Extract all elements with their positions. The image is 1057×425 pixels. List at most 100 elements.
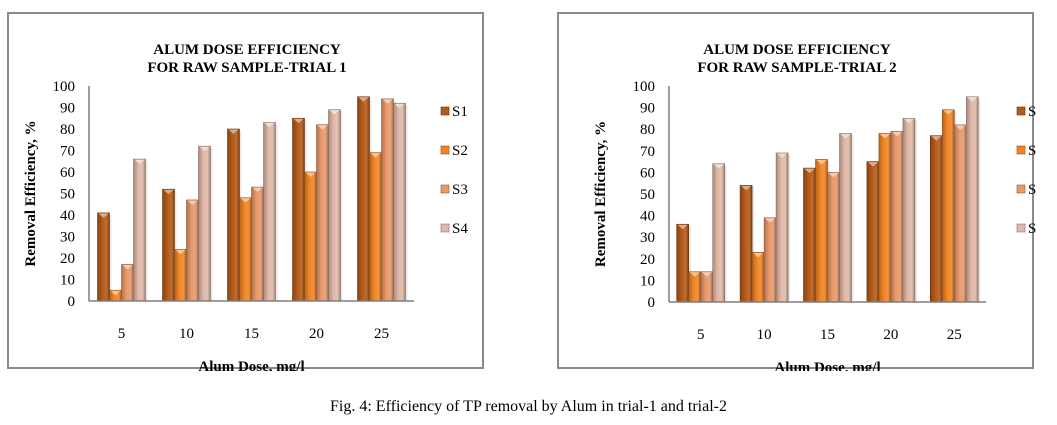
legend-label-s4: S4 (452, 221, 468, 237)
bar-s1-dose-10 (162, 188, 175, 302)
bar-top-s2 (816, 159, 827, 165)
bar-s2-dose-20 (304, 171, 317, 302)
bar-top-s3 (122, 264, 133, 270)
bar-top-s1 (228, 129, 239, 134)
chart-title: ALUM DOSE EFFICIENCY (153, 42, 341, 58)
bar-s4-dose-20 (328, 109, 341, 302)
bar-s3-dose-25 (953, 124, 967, 303)
y-tick-label: 90 (640, 101, 655, 117)
y-axis-label: Removal Efficiency, % (23, 120, 39, 266)
bar-s1-dose-15 (803, 167, 816, 303)
y-tick-label: 30 (640, 230, 655, 246)
y-tick-label: 100 (633, 79, 656, 95)
chart-title: ALUM DOSE EFFICIENCY (703, 42, 891, 58)
bar-top-s2 (175, 249, 186, 255)
bar-s2-dose-15 (239, 197, 252, 302)
y-tick-label: 80 (60, 122, 75, 138)
bar-top-s2 (753, 252, 764, 258)
y-tick-label: 0 (648, 295, 656, 311)
bar-s2-dose-25 (369, 152, 382, 302)
bar-top-s1 (163, 189, 174, 195)
bar-s2-dose-10 (751, 252, 765, 303)
bar-top-s1 (98, 213, 109, 218)
bar-top-s1 (677, 224, 688, 230)
bar-s1-dose-20 (866, 161, 880, 303)
bar-s1-dose-25 (929, 135, 943, 303)
bar-top-s2 (240, 198, 251, 203)
y-axis-label: Removal Efficiency, % (593, 121, 609, 267)
y-tick-label: 0 (68, 294, 76, 310)
x-axis-label: Alum Dose, mg/l (774, 360, 880, 371)
x-tick-label: 20 (883, 327, 898, 343)
bar-top-s3 (187, 200, 198, 205)
bar-top-s3 (828, 172, 839, 178)
y-tick-label: 100 (53, 79, 76, 95)
bar-top-s3 (891, 131, 902, 137)
bar-s4-dose-10 (775, 152, 789, 303)
figure-caption: Fig. 4: Efficiency of TP removal by Alum… (330, 398, 727, 415)
bar-top-s3 (955, 125, 966, 130)
bar-top-s3 (382, 99, 393, 104)
bar-top-s4 (777, 153, 788, 158)
bar-s4-dose-15 (263, 122, 276, 302)
bar-s1-dose-15 (227, 128, 240, 302)
legend-swatch-s3 (1016, 184, 1026, 194)
bar-top-s2 (110, 290, 121, 296)
y-tick-label: 40 (60, 208, 75, 224)
legend-swatch-s3 (440, 184, 450, 194)
bar-top-s3 (317, 125, 328, 130)
bar-top-s2 (689, 272, 700, 277)
y-tick-label: 30 (60, 230, 75, 246)
legend-label-s3: S3 (452, 182, 468, 198)
x-tick-label: 25 (374, 326, 389, 342)
bar-s3-dose-20 (890, 131, 904, 303)
bar-s4-dose-15 (839, 133, 852, 303)
x-tick-label: 15 (820, 327, 835, 343)
y-tick-label: 80 (640, 122, 655, 138)
y-tick-label: 60 (60, 165, 75, 181)
chart-subtitle: FOR RAW SAMPLE-TRIAL 2 (697, 60, 896, 76)
x-tick-label: 15 (244, 326, 259, 342)
bar-top-s4 (199, 146, 210, 152)
bar-s3-dose-15 (827, 172, 840, 303)
x-tick-label: 25 (947, 327, 962, 343)
x-axis-label: Alum Dose, mg/l (198, 359, 304, 371)
bar-s4-dose-5 (133, 158, 146, 302)
legend-swatch-s4 (440, 223, 450, 233)
legend-swatch-s4 (1016, 223, 1026, 233)
bar-s1-dose-10 (739, 185, 753, 303)
bar-s3-dose-15 (251, 186, 264, 302)
y-tick-label: 90 (60, 101, 75, 117)
chart-trial-2: ALUM DOSE EFFICIENCY FOR RAW SAMPLE-TRIAL… (593, 42, 1036, 371)
bar-top-s4 (840, 134, 851, 139)
y-tick-label: 10 (60, 273, 75, 289)
y-tick-label: 50 (640, 187, 655, 203)
bar-s4-dose-25 (393, 102, 406, 302)
bar-top-s1 (293, 118, 304, 124)
x-tick-label: 10 (179, 326, 194, 342)
legend-swatch-s2 (1016, 145, 1026, 155)
bar-top-s4 (329, 110, 340, 115)
bar-top-s4 (967, 97, 978, 102)
bar-s4-dose-20 (902, 118, 916, 303)
legend-label-s1: S1 (1028, 104, 1036, 120)
chart-trial-1: ALUM DOSE EFFICIENCY FOR RAW SAMPLE-TRIAL… (23, 42, 468, 371)
legend-label-s4: S4 (1028, 221, 1036, 237)
legend-swatch-s1 (1016, 106, 1026, 116)
bar-top-s4 (394, 103, 405, 109)
chart-subtitle: FOR RAW SAMPLE-TRIAL 1 (147, 60, 346, 76)
legend-label-s3: S3 (1028, 182, 1036, 198)
x-tick-label: 5 (697, 327, 705, 343)
legend-label-s1: S1 (452, 104, 468, 120)
bar-s2-dose-20 (878, 133, 892, 303)
bar-s4-dose-25 (965, 96, 979, 303)
bar-s3-dose-10 (186, 199, 199, 302)
legend-label-s2: S2 (452, 143, 468, 159)
bar-top-s4 (134, 159, 145, 165)
y-tick-label: 50 (60, 187, 75, 203)
bar-s3-dose-20 (316, 124, 329, 302)
y-tick-label: 60 (640, 165, 655, 181)
chart-panel-trial-2: ALUM DOSE EFFICIENCY FOR RAW SAMPLE-TRIAL… (557, 12, 1036, 371)
bar-top-s1 (804, 168, 815, 174)
bar-s3-dose-5 (121, 264, 134, 302)
